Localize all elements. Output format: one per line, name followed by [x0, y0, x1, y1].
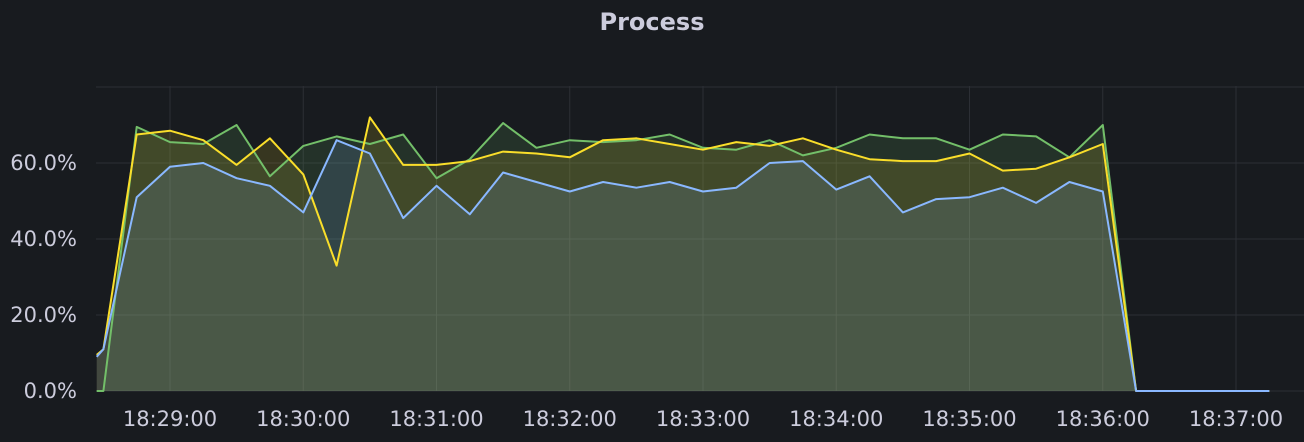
series-area	[96, 117, 1270, 392]
x-tick-label: 18:31:00	[389, 407, 483, 431]
y-tick-label: 40.0%	[10, 227, 77, 251]
x-tick-label: 18:32:00	[523, 407, 617, 431]
series-area	[96, 140, 1270, 391]
x-tick-label: 18:33:00	[656, 407, 750, 431]
x-tick-label: 18:34:00	[789, 407, 883, 431]
x-tick-label: 18:29:00	[123, 407, 217, 431]
x-tick-label: 18:30:00	[256, 407, 350, 431]
panel-title: Process	[599, 8, 705, 36]
y-tick-label: 0.0%	[24, 379, 77, 403]
y-tick-label: 20.0%	[10, 303, 77, 327]
x-tick-label: 18:35:00	[922, 407, 1016, 431]
x-tick-label: 18:36:00	[1056, 407, 1150, 431]
y-tick-label: 60.0%	[10, 151, 77, 175]
x-tick-label: 18:37:00	[1189, 407, 1283, 431]
series-line[interactable]	[96, 116, 1270, 392]
series-line[interactable]	[95, 139, 1270, 392]
